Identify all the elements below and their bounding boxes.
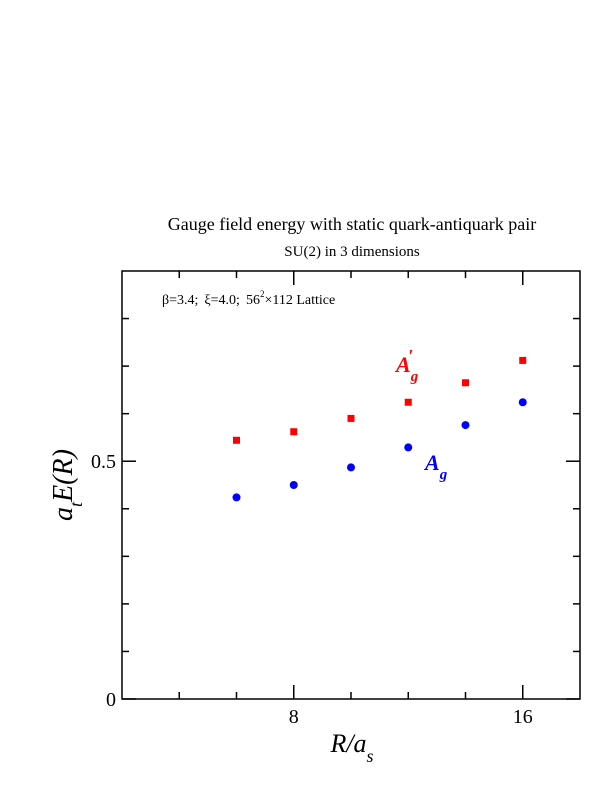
- ag-point: [518, 398, 527, 407]
- x-label-main: R/a: [329, 729, 366, 758]
- ag-point: [347, 463, 355, 472]
- ag-point: [289, 481, 298, 489]
- x-tick-label: 8: [289, 706, 299, 728]
- ag-prime-point: [233, 436, 240, 444]
- y-label-post: E(R): [48, 449, 79, 503]
- y-tick-label: 0: [106, 689, 116, 711]
- plot-frame: [121, 270, 581, 700]
- y-axis-label: atE(R): [48, 449, 86, 521]
- ag-prime-point: [462, 379, 469, 387]
- ag-prime-point: [404, 398, 412, 406]
- ag-point: [232, 493, 241, 502]
- ag-prime-sub: g: [410, 369, 419, 385]
- xi-text: ξ=4.0;: [204, 293, 240, 308]
- lattice-rest-text: ×112 Lattice: [264, 293, 335, 308]
- ag-prime-point: [347, 414, 355, 422]
- ag-point: [404, 443, 413, 452]
- ag-prime-main: A: [394, 352, 411, 377]
- ag-prime-point: [290, 428, 298, 436]
- params-annotation: β=3.4; ξ=4.0; 562×112 Lattice: [162, 289, 335, 308]
- y-tick-label: 0.5: [91, 451, 116, 473]
- lattice-base-text: 56: [246, 293, 260, 308]
- x-axis-label: R/as: [329, 729, 373, 766]
- axis-tick-labels: 8 16 0 0.5: [91, 451, 533, 728]
- y-label-pre: a: [48, 507, 79, 521]
- ag-prime-point: [519, 356, 527, 364]
- axis-ticks: [122, 271, 580, 700]
- series-label-ag-prime: Ag ′: [394, 346, 419, 385]
- x-tick-label: 16: [513, 706, 533, 728]
- series-label-ag: Ag: [423, 450, 448, 483]
- chart-subtitle: SU(2) in 3 dimensions: [284, 244, 420, 260]
- ag-point: [461, 421, 470, 430]
- x-label-sub: s: [367, 746, 374, 766]
- beta-text: β=3.4;: [162, 293, 198, 308]
- y-label-sub: t: [66, 501, 86, 507]
- ag-prime-mark: ′: [408, 346, 413, 366]
- chart-title: Gauge field energy with static quark-ant…: [168, 214, 537, 234]
- lattice-sup-text: 2: [260, 289, 265, 299]
- data-marks: [232, 356, 527, 502]
- ag-sub: g: [439, 467, 448, 483]
- ag-main: A: [423, 450, 440, 475]
